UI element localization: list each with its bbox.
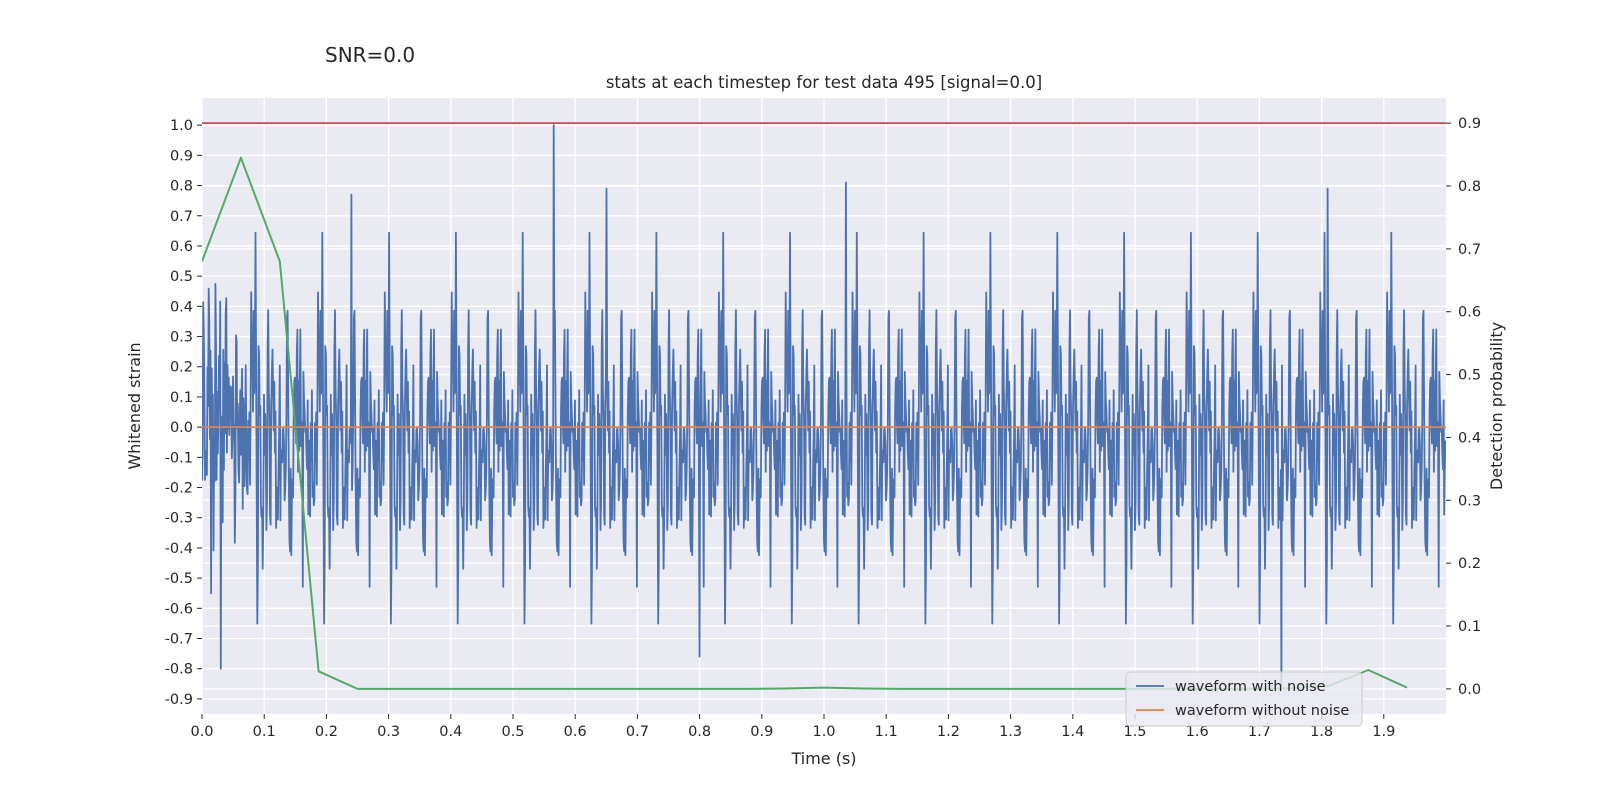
x-tick-label: 1.7 (1248, 724, 1271, 740)
y2-tick-label: 0.5 (1458, 368, 1481, 384)
y2-tick-label: 0.0 (1458, 682, 1481, 698)
legend-label-waveform-without-noise: waveform without noise (1175, 703, 1349, 719)
x-tick-label: 0.1 (253, 724, 276, 740)
y-tick-label: -0.2 (165, 481, 193, 497)
x-tick-label: 1.1 (875, 724, 898, 740)
y-tick-label: 0.8 (170, 179, 193, 195)
legend: waveform with noise waveform without noi… (1125, 671, 1363, 727)
x-tick-label: 1.6 (1186, 724, 1209, 740)
y-tick-label: 0.4 (170, 299, 193, 315)
x-axis-ticks: 0.0 0.1 0.2 0.3 0.4 0.5 0.6 0.7 0.8 0.9 1.0 1.1 1.2 1… (190, 714, 1395, 740)
suptitle: SNR=0.0 (325, 43, 415, 67)
x-tick-label: 1.5 (1123, 724, 1146, 740)
x-tick-label: 0.4 (439, 724, 462, 740)
y2-tick-label: 0.8 (1458, 179, 1481, 195)
x-tick-label: 0.9 (750, 724, 773, 740)
x-tick-label: 1.0 (812, 724, 835, 740)
y-tick-label: 0.9 (170, 148, 193, 164)
legend-box (1125, 671, 1363, 727)
series-waveform-with-noise-line (202, 124, 1446, 688)
legend-label-waveform-with-noise: waveform with noise (1175, 679, 1326, 695)
y-tick-label: 0.5 (170, 269, 193, 285)
x-tick-label: 1.3 (999, 724, 1022, 740)
x-tick-label: 0.5 (501, 724, 524, 740)
x-tick-label: 1.9 (1372, 724, 1395, 740)
y-tick-label: 0.6 (170, 239, 193, 255)
x-tick-label: 0.8 (688, 724, 711, 740)
y-tick-label: -0.6 (165, 601, 193, 617)
x-axis-label: Time (s) (790, 749, 856, 768)
y2-tick-label: 0.2 (1458, 556, 1481, 572)
y-tick-label: 0.2 (170, 360, 193, 376)
y-tick-label: 0.7 (170, 209, 193, 225)
y-tick-label: 0.0 (170, 420, 193, 436)
x-tick-label: 1.4 (1061, 724, 1084, 740)
x-tick-label: 0.2 (315, 724, 338, 740)
y-axis-ticks: -0.9 -0.8 -0.7 -0.6 -0.5 -0.4 -0.3 -0.2 -0.1 0.0 0… (165, 118, 202, 708)
x-tick-label: 0.7 (626, 724, 649, 740)
y-tick-label: -0.9 (165, 692, 193, 708)
y-tick-label: -0.8 (165, 662, 193, 678)
y-tick-label: -0.4 (165, 541, 193, 557)
y2-tick-label: 0.7 (1458, 242, 1481, 258)
y-tick-label: -0.3 (165, 511, 193, 527)
y-tick-label: 1.0 (170, 118, 193, 134)
y2-tick-label: 0.6 (1458, 305, 1481, 321)
y-tick-label: 0.1 (170, 390, 193, 406)
x-tick-label: 0.0 (190, 724, 213, 740)
y-tick-label: -0.5 (165, 571, 193, 587)
y2-tick-label: 0.4 (1458, 430, 1481, 446)
chart-title: stats at each timestep for test data 495… (606, 73, 1042, 92)
y2-tick-label: 0.3 (1458, 493, 1481, 509)
x-tick-label: 0.3 (377, 724, 400, 740)
y2-tick-label: 0.1 (1458, 619, 1481, 635)
y-tick-label: -0.7 (165, 632, 193, 648)
x-tick-label: 1.8 (1310, 724, 1333, 740)
y2-tick-label: 0.9 (1458, 116, 1481, 132)
x-tick-label: 0.6 (564, 724, 587, 740)
y-axis-label: Whitened strain (125, 342, 144, 469)
y2-axis-ticks: 0.0 0.1 0.2 0.3 0.4 0.5 0.6 0.7 0.8 0.9 (1446, 116, 1481, 698)
y-tick-label: 0.3 (170, 330, 193, 346)
y2-axis-label: Detection probability (1487, 322, 1506, 490)
x-tick-label: 1.2 (937, 724, 960, 740)
y-tick-label: -0.1 (165, 450, 193, 466)
